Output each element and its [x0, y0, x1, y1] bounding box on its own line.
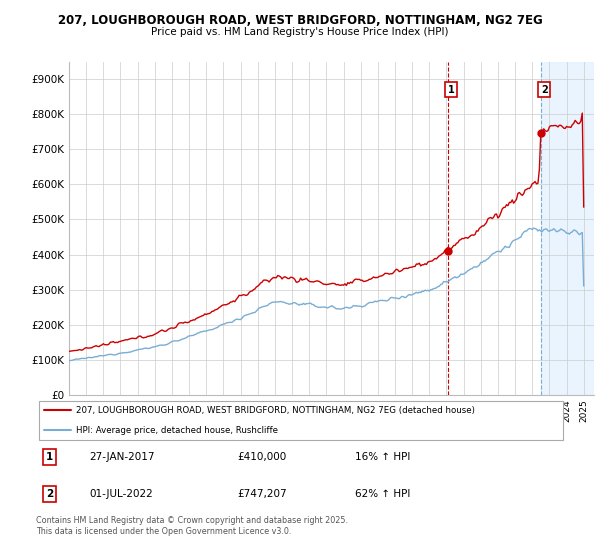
Text: 01-JUL-2022: 01-JUL-2022 — [89, 488, 153, 498]
Text: £410,000: £410,000 — [238, 452, 287, 463]
Text: £747,207: £747,207 — [238, 488, 287, 498]
Bar — [541, 62, 594, 395]
Text: 207, LOUGHBOROUGH ROAD, WEST BRIDGFORD, NOTTINGHAM, NG2 7EG: 207, LOUGHBOROUGH ROAD, WEST BRIDGFORD, … — [58, 14, 542, 27]
Text: Contains HM Land Registry data © Crown copyright and database right 2025.
This d: Contains HM Land Registry data © Crown c… — [36, 516, 348, 536]
Text: 2: 2 — [541, 85, 548, 95]
Text: 16% ↑ HPI: 16% ↑ HPI — [355, 452, 410, 463]
Text: 1: 1 — [448, 85, 455, 95]
FancyBboxPatch shape — [38, 402, 563, 440]
Text: 27-JAN-2017: 27-JAN-2017 — [89, 452, 155, 463]
Text: 207, LOUGHBOROUGH ROAD, WEST BRIDGFORD, NOTTINGHAM, NG2 7EG (detached house): 207, LOUGHBOROUGH ROAD, WEST BRIDGFORD, … — [76, 405, 475, 414]
Text: Price paid vs. HM Land Registry's House Price Index (HPI): Price paid vs. HM Land Registry's House … — [151, 27, 449, 38]
Text: 1: 1 — [46, 452, 53, 463]
Text: 2: 2 — [46, 488, 53, 498]
Text: HPI: Average price, detached house, Rushcliffe: HPI: Average price, detached house, Rush… — [76, 426, 278, 435]
Text: 62% ↑ HPI: 62% ↑ HPI — [355, 488, 410, 498]
